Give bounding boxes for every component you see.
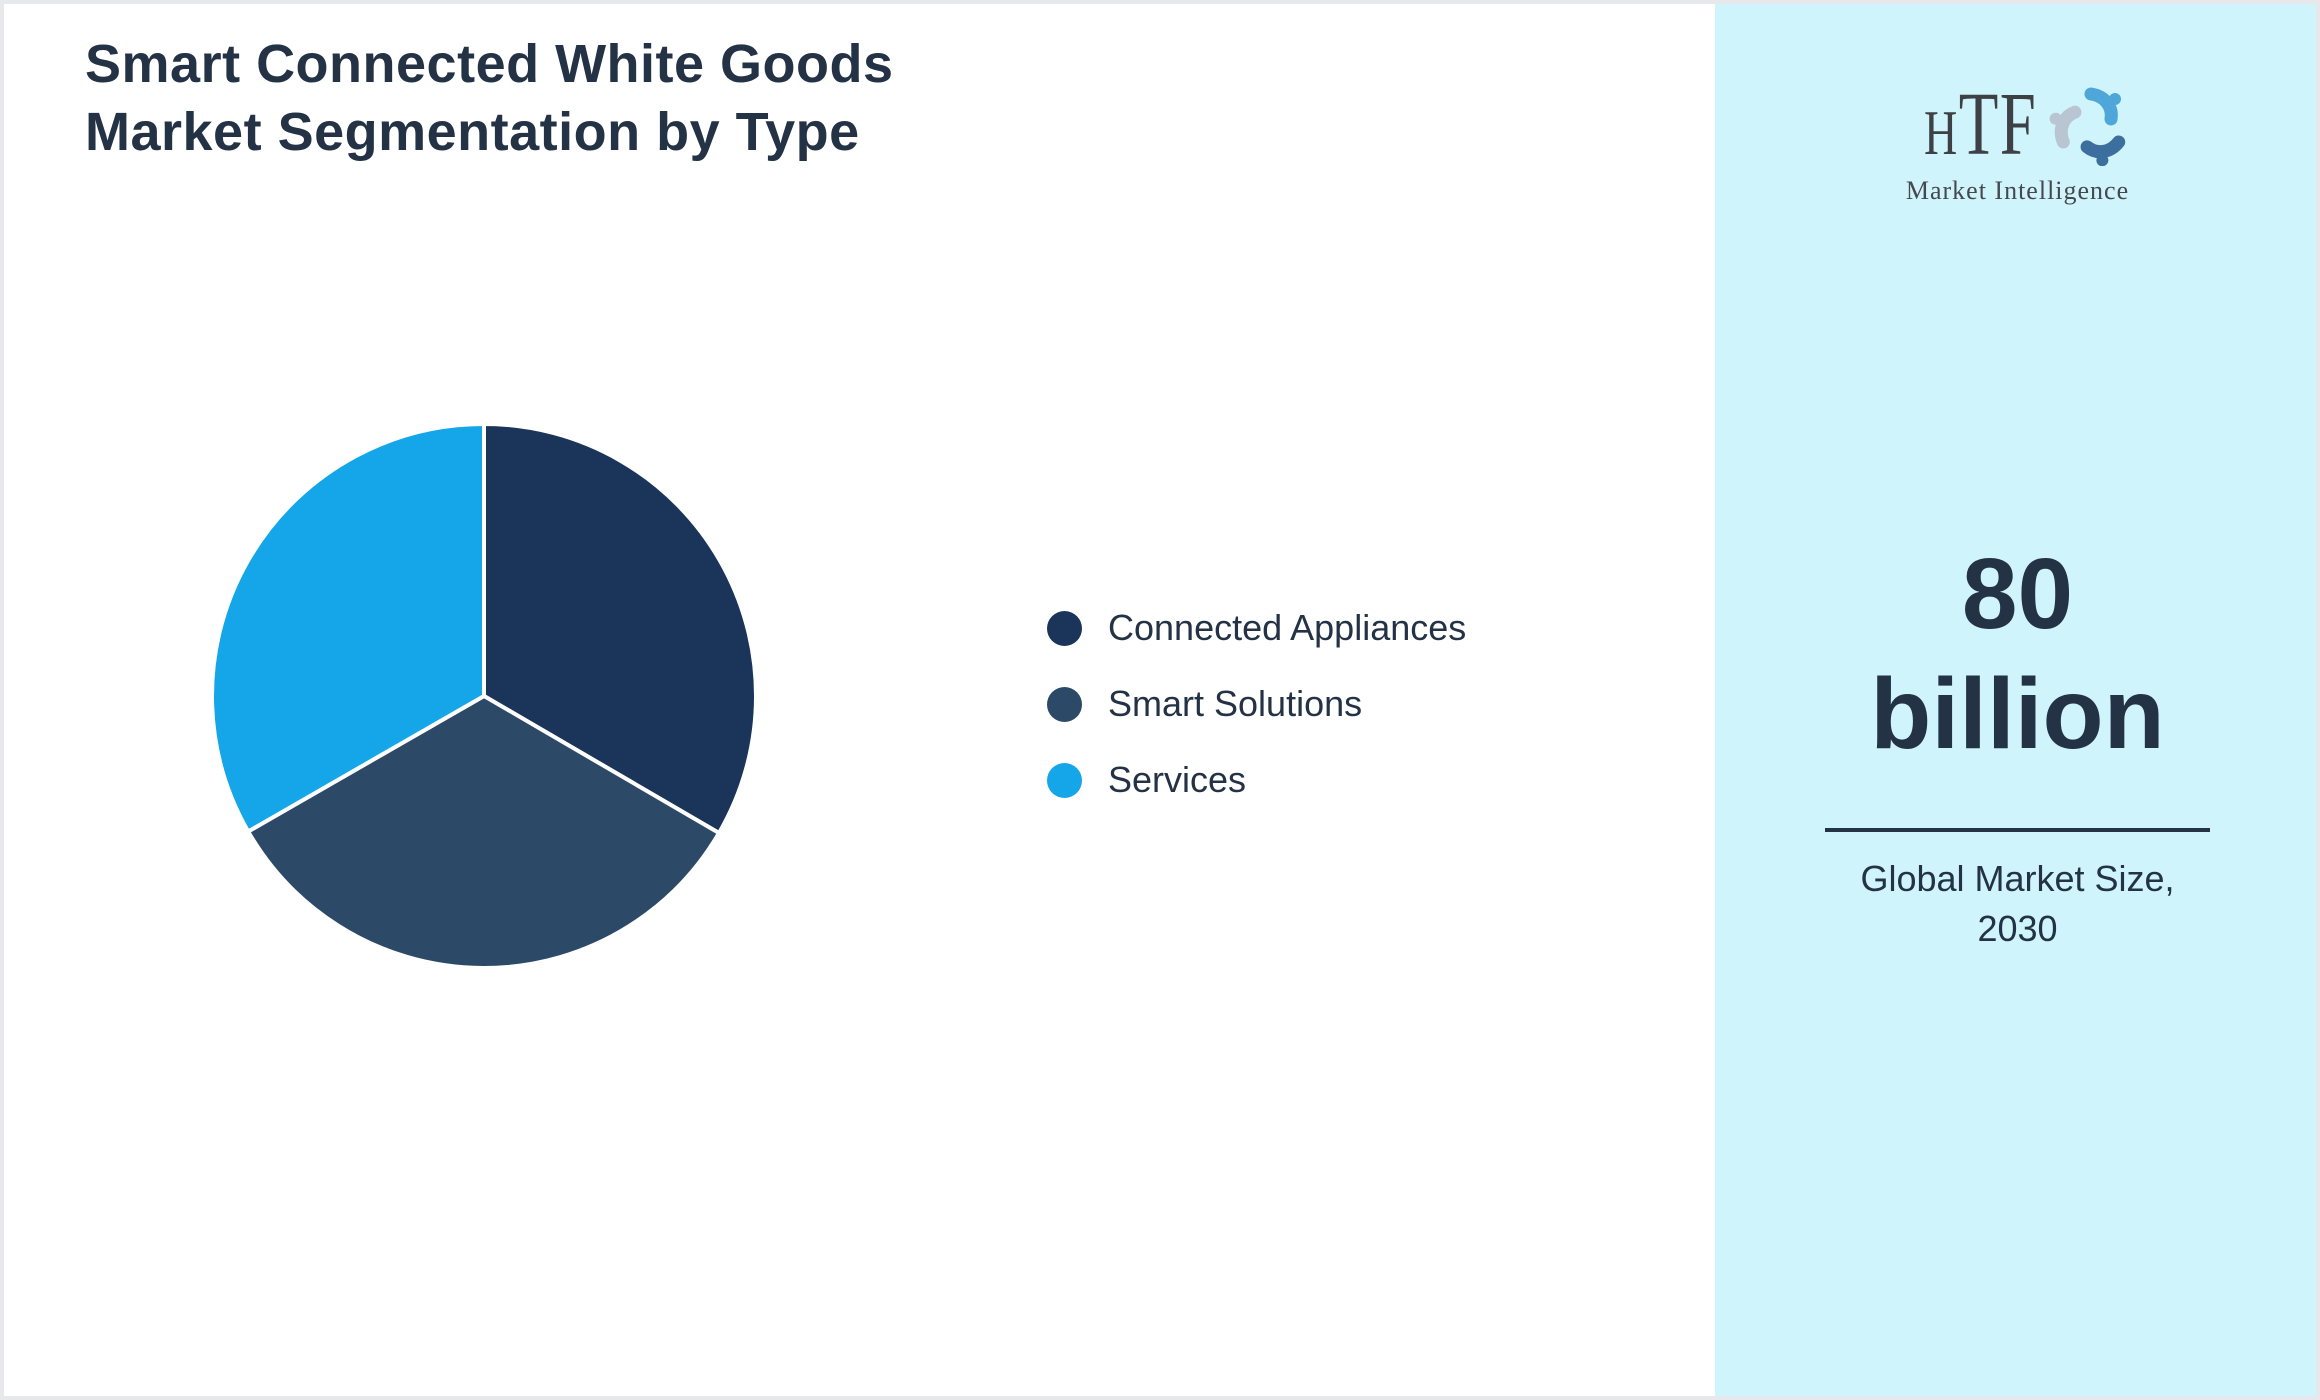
market-size-value-unit: billion [1870, 658, 2165, 770]
page-title-line-2: Market Segmentation by Type [85, 102, 860, 162]
legend-label: Smart Solutions [1108, 683, 1363, 724]
legend-label: Services [1108, 759, 1247, 800]
page-title: Smart Connected White Goods Market Segme… [85, 30, 894, 166]
htf-logo-text: HTF [1924, 80, 2037, 170]
market-size-caption: Global Market Size, 2030 [1715, 854, 2320, 954]
legend-dot-icon [1047, 610, 1082, 646]
market-size-caption-line-2: 2030 [1977, 908, 2058, 949]
market-size-value: 80 billion [1715, 534, 2320, 774]
legend-dot-icon [1047, 686, 1082, 722]
htf-logo-letter-h: H [1923, 97, 1959, 168]
htf-logo-tagline: Market Intelligence [1905, 176, 2130, 205]
market-size-divider [1825, 828, 2210, 832]
legend-dot-icon [1047, 762, 1082, 798]
legend-item-smart-solutions: Smart Solutions [1047, 686, 1466, 722]
legend-item-connected-appliances: Connected Appliances [1047, 610, 1466, 646]
htf-logo: HTF Market Intelligence [1715, 80, 2320, 206]
legend-label: Connected Appliances [1108, 607, 1467, 648]
legend-item-services: Services [1047, 762, 1466, 798]
htf-logo-row: HTF [1902, 80, 2133, 170]
sidebar: HTF Market Intelligence [1715, 0, 2320, 1400]
pie-slice-services [210, 422, 486, 834]
three-dolphins-swirl-icon [2049, 87, 2126, 166]
pie-chart [206, 418, 762, 974]
page-title-line-1: Smart Connected White Goods [85, 34, 894, 94]
pie-chart-svg [210, 422, 758, 971]
market-size-caption-line-1: Global Market Size, [1860, 858, 2175, 899]
legend: Connected Appliances Smart Solutions Ser… [1047, 610, 1466, 798]
market-size-value-number: 80 [1961, 538, 2074, 650]
pie-slice-connected-appliances [482, 422, 758, 835]
htf-logo-letters-tf: TF [1958, 75, 2038, 174]
